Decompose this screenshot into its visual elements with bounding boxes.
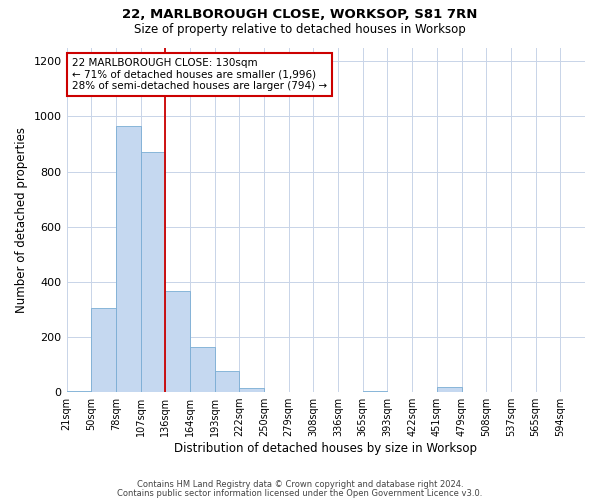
Bar <box>140 152 165 392</box>
Bar <box>363 390 388 392</box>
X-axis label: Distribution of detached houses by size in Worksop: Distribution of detached houses by size … <box>174 442 477 455</box>
Text: 22 MARLBOROUGH CLOSE: 130sqm
← 71% of detached houses are smaller (1,996)
28% of: 22 MARLBOROUGH CLOSE: 130sqm ← 71% of de… <box>72 58 327 91</box>
Text: Contains public sector information licensed under the Open Government Licence v3: Contains public sector information licen… <box>118 488 482 498</box>
Bar <box>116 126 140 392</box>
Bar <box>165 292 190 392</box>
Bar <box>215 372 239 392</box>
Y-axis label: Number of detached properties: Number of detached properties <box>15 127 28 313</box>
Text: Size of property relative to detached houses in Worksop: Size of property relative to detached ho… <box>134 22 466 36</box>
Bar <box>67 390 91 392</box>
Bar <box>437 386 461 392</box>
Text: 22, MARLBOROUGH CLOSE, WORKSOP, S81 7RN: 22, MARLBOROUGH CLOSE, WORKSOP, S81 7RN <box>122 8 478 20</box>
Bar <box>239 388 264 392</box>
Bar <box>190 346 215 392</box>
Text: Contains HM Land Registry data © Crown copyright and database right 2024.: Contains HM Land Registry data © Crown c… <box>137 480 463 489</box>
Bar <box>91 308 116 392</box>
